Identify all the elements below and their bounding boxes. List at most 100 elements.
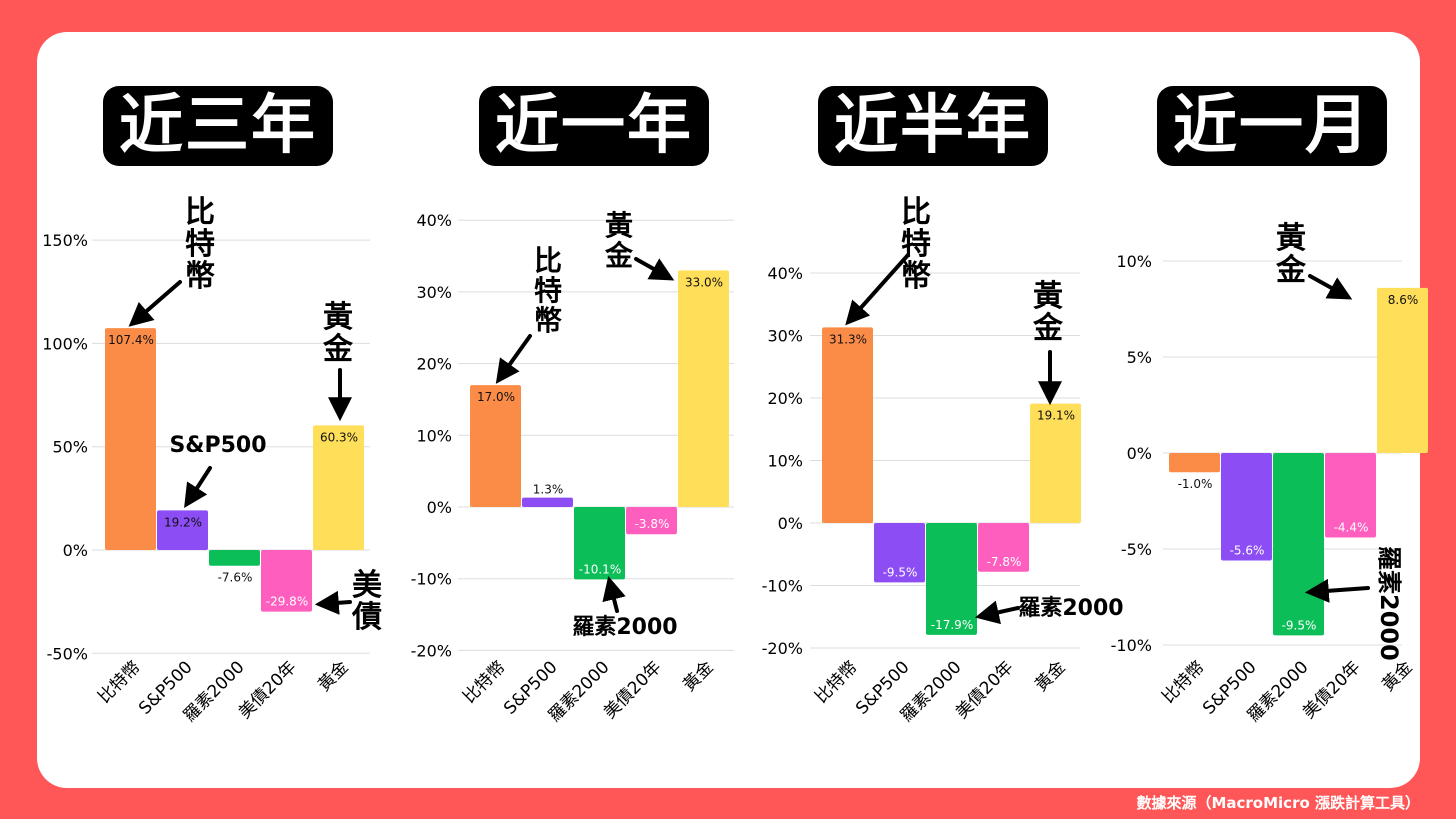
bar-1 bbox=[1221, 453, 1272, 561]
panel-title-6m: 近半年 bbox=[818, 86, 1048, 166]
value-label: 1.3% bbox=[533, 483, 564, 497]
x-tick-label: 黃金 bbox=[314, 657, 352, 695]
value-label: -9.5% bbox=[883, 565, 918, 579]
value-label: -29.8% bbox=[266, 595, 308, 609]
svg-text:比: 比 bbox=[901, 195, 931, 230]
panel-2: -20%-10%0%10%20%30%40%31.3%比特幣-9.5%S&P50… bbox=[762, 195, 1124, 726]
y-tick-label: -20% bbox=[762, 639, 803, 658]
svg-text:金: 金 bbox=[1032, 311, 1064, 346]
value-label: -3.8% bbox=[635, 517, 670, 531]
bar-2 bbox=[574, 507, 625, 580]
svg-text:羅素2000: 羅素2000 bbox=[1375, 546, 1403, 661]
svg-text:黃: 黃 bbox=[1276, 221, 1306, 256]
annotation: 比特幣 bbox=[128, 195, 215, 327]
y-tick-label: 150% bbox=[42, 231, 88, 250]
bar-0 bbox=[822, 327, 873, 523]
value-label: 31.3% bbox=[829, 332, 867, 346]
y-tick-label: 20% bbox=[416, 355, 452, 374]
panel-3: -10%-5%0%5%10%-1.0%比特幣-5.6%S&P500-9.5%羅素… bbox=[1111, 221, 1428, 726]
x-tick-label: 比特幣 bbox=[94, 657, 144, 707]
x-tick-label: 美債20年 bbox=[235, 657, 301, 723]
svg-text:幣: 幣 bbox=[534, 304, 562, 337]
bar-4 bbox=[313, 425, 364, 550]
value-label: 33.0% bbox=[685, 275, 723, 289]
annotation: 比特幣 bbox=[845, 195, 931, 326]
annotation: 羅素2000 bbox=[974, 595, 1124, 625]
svg-text:特: 特 bbox=[185, 227, 215, 262]
svg-text:黃: 黃 bbox=[605, 209, 633, 242]
svg-text:比: 比 bbox=[185, 195, 215, 230]
value-label: 8.6% bbox=[1388, 293, 1419, 307]
y-tick-label: 10% bbox=[767, 452, 803, 471]
bar-0 bbox=[470, 385, 521, 507]
value-label: 107.4% bbox=[108, 333, 154, 347]
bar-0 bbox=[105, 328, 156, 550]
y-tick-label: 0% bbox=[1127, 444, 1152, 463]
y-tick-label: -5% bbox=[1121, 540, 1152, 559]
annotation: 羅素2000 bbox=[572, 576, 678, 640]
x-tick-label: 比特幣 bbox=[1158, 657, 1208, 707]
x-tick-label: 美債20年 bbox=[1299, 657, 1365, 723]
y-tick-label: -10% bbox=[1111, 636, 1152, 655]
svg-text:羅素2000: 羅素2000 bbox=[1018, 595, 1123, 621]
annotation: 比特幣 bbox=[495, 244, 562, 384]
bar-3 bbox=[1325, 453, 1376, 538]
svg-text:金: 金 bbox=[604, 239, 634, 272]
bar-4 bbox=[1377, 287, 1428, 453]
y-tick-label: 10% bbox=[416, 426, 452, 445]
value-label: -1.0% bbox=[1178, 477, 1213, 491]
svg-text:債: 債 bbox=[351, 600, 382, 635]
panel-1: -20%-10%0%10%20%30%40%17.0%比特幣1.3%S&P500… bbox=[411, 209, 734, 726]
svg-text:金: 金 bbox=[322, 332, 354, 367]
y-tick-label: 40% bbox=[416, 211, 452, 230]
y-tick-label: 30% bbox=[767, 327, 803, 346]
annotation: 黃金 bbox=[604, 209, 675, 281]
y-tick-label: 0% bbox=[778, 514, 803, 533]
value-label: -10.1% bbox=[579, 562, 621, 576]
panel-0: -50% 0% 50% 100% 150% 107.4% 比特幣 19.2% S&P500 -7.… bbox=[42, 195, 382, 726]
value-label: 60.3% bbox=[320, 430, 358, 444]
svg-text:羅素2000: 羅素2000 bbox=[572, 614, 677, 640]
svg-text:黃: 黃 bbox=[323, 300, 353, 335]
value-label: 19.1% bbox=[1037, 409, 1075, 423]
source-note: 數據來源（MacroMicro 漲跌計算工具） bbox=[1136, 794, 1420, 812]
bar-4 bbox=[1030, 403, 1081, 523]
panel-title-1y: 近一年 bbox=[479, 86, 709, 166]
y-tick-label: -10% bbox=[411, 570, 452, 589]
bar-1 bbox=[874, 523, 925, 583]
annotation: S&P500 bbox=[169, 433, 267, 509]
y-tick-label: 0% bbox=[63, 541, 88, 560]
svg-text:黃: 黃 bbox=[1033, 279, 1063, 314]
x-tick-label: 黃金 bbox=[679, 657, 717, 695]
y-tick-label: 0% bbox=[427, 498, 452, 517]
annotation: 美債 bbox=[314, 568, 382, 635]
y-tick-label: 20% bbox=[767, 389, 803, 408]
bar-1 bbox=[157, 510, 208, 550]
x-tick-label: 比特幣 bbox=[811, 657, 861, 707]
value-label: 17.0% bbox=[477, 390, 515, 404]
panel-title-1m: 近一月 bbox=[1157, 86, 1387, 166]
svg-text:比: 比 bbox=[534, 244, 562, 277]
svg-text:特: 特 bbox=[534, 274, 562, 307]
annotation: 黃金 bbox=[1032, 279, 1064, 406]
bar-3 bbox=[261, 550, 312, 612]
bar-1 bbox=[522, 497, 573, 507]
annotation: 黃金 bbox=[1275, 221, 1353, 300]
bar-4 bbox=[678, 270, 729, 507]
y-tick-label: -50% bbox=[47, 644, 88, 663]
annotation: 羅素2000 bbox=[1304, 546, 1403, 661]
y-tick-label: -10% bbox=[762, 577, 803, 596]
y-tick-label: -20% bbox=[411, 641, 452, 660]
x-tick-label: 黃金 bbox=[1031, 657, 1069, 695]
x-tick-label: 比特幣 bbox=[459, 657, 509, 707]
bar-0 bbox=[1169, 453, 1220, 473]
svg-text:幣: 幣 bbox=[901, 259, 931, 294]
bar-2 bbox=[1273, 453, 1324, 636]
value-label: 19.2% bbox=[164, 515, 202, 529]
x-tick-label: 黃金 bbox=[1378, 657, 1416, 695]
svg-text:美: 美 bbox=[352, 568, 382, 603]
value-label: -5.6% bbox=[1230, 544, 1265, 558]
svg-text:幣: 幣 bbox=[185, 259, 215, 294]
bar-2 bbox=[209, 550, 260, 566]
